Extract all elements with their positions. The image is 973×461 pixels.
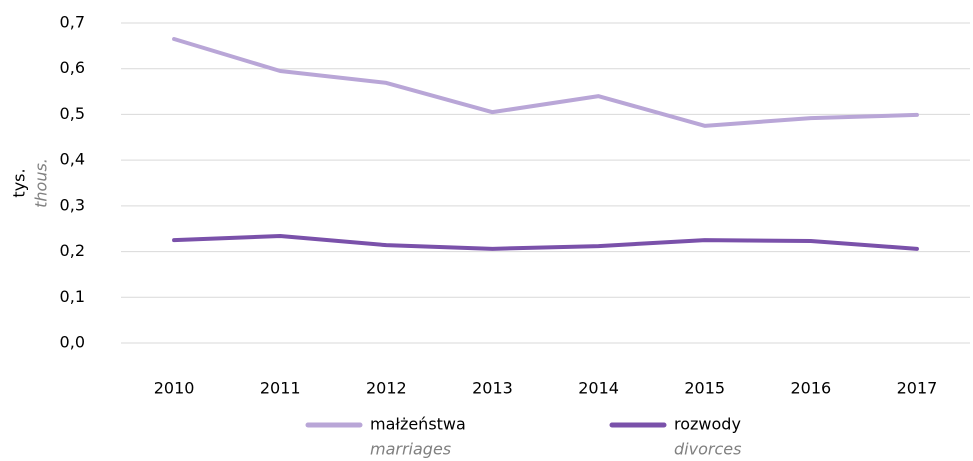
y-tick-label: 0,2 xyxy=(60,241,85,260)
y-tick-label: 0,5 xyxy=(60,104,85,123)
x-tick-label: 2017 xyxy=(897,379,938,398)
legend-label-en: marriages xyxy=(370,440,451,459)
y-tick-label: 0,0 xyxy=(60,333,85,352)
x-tick-label: 2014 xyxy=(578,379,619,398)
x-tick-label: 2015 xyxy=(684,379,725,398)
x-tick-label: 2010 xyxy=(154,379,195,398)
y-tick-label: 0,6 xyxy=(60,58,85,77)
y-tick-label: 0,7 xyxy=(60,13,85,32)
y-tick-label: 0,3 xyxy=(60,195,85,214)
series-line xyxy=(172,234,919,251)
y-axis-label: tys. xyxy=(10,168,29,197)
x-tick-label: 2013 xyxy=(472,379,513,398)
x-tick-label: 2016 xyxy=(790,379,831,398)
y-axis-title: tys. thous. xyxy=(10,158,51,208)
y-tick-label: 0,1 xyxy=(60,287,85,306)
series-line xyxy=(172,37,919,128)
legend-label: małżeństwa xyxy=(370,415,466,434)
legend-label-en: divorces xyxy=(674,440,741,459)
legend-label: rozwody xyxy=(674,415,741,434)
x-tick-label: 2011 xyxy=(260,379,301,398)
y-axis-label-en: thous. xyxy=(32,158,51,208)
y-tick-label: 0,4 xyxy=(60,150,85,169)
x-tick-label: 2012 xyxy=(366,379,407,398)
